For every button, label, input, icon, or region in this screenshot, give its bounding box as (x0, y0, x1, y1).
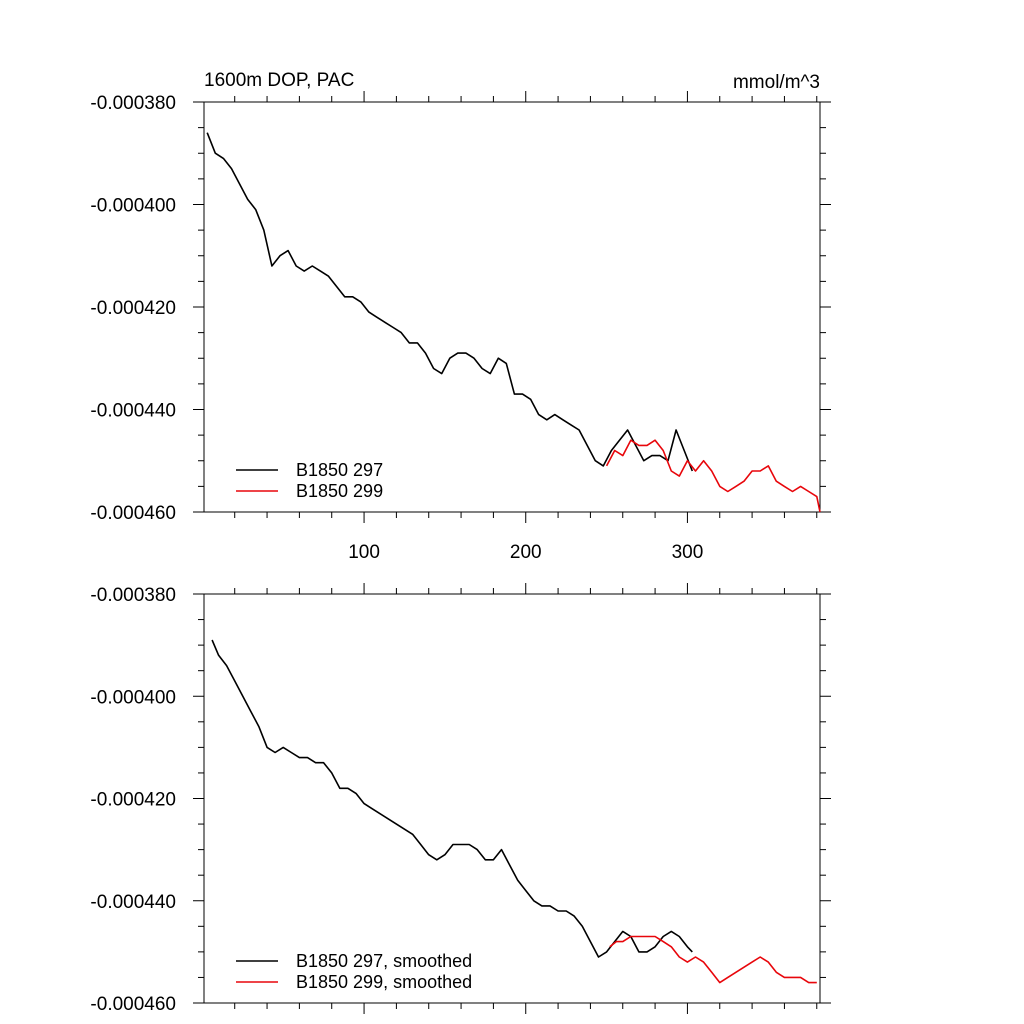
series-line-1 (206, 132, 694, 472)
series-line-1 (211, 639, 693, 958)
legend-label: B1850 297 (296, 460, 383, 480)
series-line-2 (605, 439, 821, 513)
y-tick-label: -0.000440 (90, 892, 176, 913)
y-tick-label: -0.000420 (90, 790, 176, 811)
legend-label: B1850 297, smoothed (296, 951, 472, 971)
chart-panel-1: -0.000380 -0.000400 -0.000420 -0.000440 -0.0… (90, 70, 831, 563)
legend-label: B1850 299, smoothed (296, 972, 472, 992)
y-tick-label: -0.000420 (90, 298, 176, 319)
y-tick-label: -0.000380 (90, 585, 176, 606)
series-line-2 (609, 935, 817, 984)
y-tick-label: -0.000400 (90, 687, 176, 708)
chart-title: 1600m DOP, PAC (204, 70, 354, 91)
x-tick-label: 300 (672, 542, 704, 563)
chart-panel-2: -0.000380 -0.000400 -0.000420 -0.000440 -0.0… (90, 583, 831, 1015)
x-tick-label: 100 (348, 542, 380, 563)
y-tick-label: -0.000380 (90, 93, 176, 114)
y-tick-label: -0.000460 (90, 994, 176, 1015)
x-tick-label: 200 (510, 542, 542, 563)
y-tick-label: -0.000400 (90, 196, 176, 217)
units-label: mmol/m^3 (733, 72, 820, 93)
y-tick-label: -0.000460 (90, 503, 176, 524)
y-tick-label: -0.000440 (90, 401, 176, 422)
legend-label: B1850 299 (296, 481, 383, 501)
